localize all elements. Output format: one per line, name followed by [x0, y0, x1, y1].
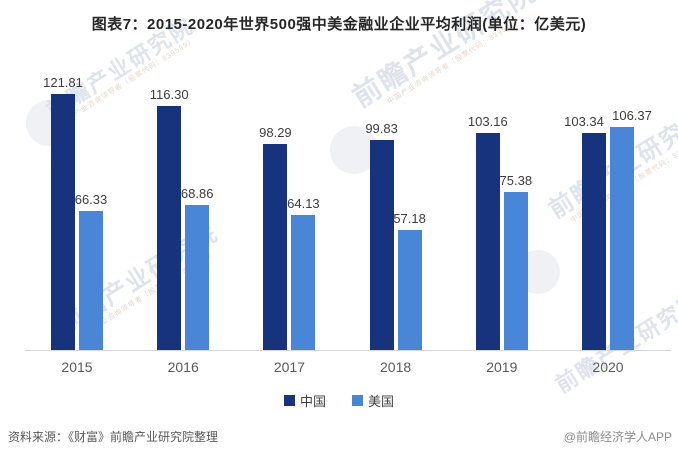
legend-swatch — [283, 395, 295, 406]
legend-item: 中国 — [283, 391, 326, 410]
legend-label: 美国 — [368, 394, 395, 409]
value-label: 98.29 — [259, 124, 292, 140]
x-axis-tick-label: 2016 — [167, 359, 199, 375]
value-label: 68.86 — [180, 186, 214, 202]
x-axis-tick-label: 2020 — [592, 359, 624, 375]
value-label: 103.16 — [467, 114, 508, 130]
bar — [263, 143, 288, 350]
bar — [185, 205, 210, 350]
source-note: 资料来源：《财富》前瞻产业研究院整理 — [8, 430, 219, 444]
bar — [475, 133, 500, 350]
value-label: 75.38 — [499, 172, 533, 188]
x-axis-line — [25, 350, 671, 351]
value-label: 116.30 — [149, 86, 189, 102]
chart-title: 图表7：2015-2020年世界500强中美金融业企业平均利润(单位：亿美元) — [91, 16, 587, 33]
bar — [369, 140, 394, 350]
credit-note: @前瞻经济学人APP — [563, 430, 672, 444]
bar — [79, 210, 103, 350]
x-axis-tick-label: 2018 — [380, 359, 412, 375]
bar — [610, 126, 634, 350]
value-label: 99.83 — [365, 121, 398, 137]
value-label: 64.13 — [287, 196, 320, 212]
bar — [291, 215, 316, 350]
value-label: 121.81 — [43, 75, 83, 91]
bar — [51, 94, 75, 350]
legend: 中国 美国 — [0, 391, 678, 410]
value-label: 57.18 — [393, 210, 426, 226]
x-axis-tick-label: 2019 — [486, 359, 518, 375]
legend-label: 中国 — [299, 394, 326, 409]
value-label: 103.34 — [564, 114, 604, 129]
x-axis-tick-label: 2017 — [273, 359, 305, 375]
value-label: 106.37 — [612, 107, 652, 123]
bar — [503, 191, 528, 350]
x-axis-tick-label: 2015 — [61, 359, 93, 375]
legend-item: 美国 — [352, 391, 394, 410]
legend-swatch — [352, 395, 363, 406]
plot-area: 121.81 66.33 116.30 68.86 98.29 64.13 99.83 57.… — [0, 60, 678, 350]
bar — [582, 133, 606, 350]
bar — [157, 105, 182, 350]
bar — [397, 229, 422, 350]
value-label: 66.33 — [74, 191, 108, 207]
